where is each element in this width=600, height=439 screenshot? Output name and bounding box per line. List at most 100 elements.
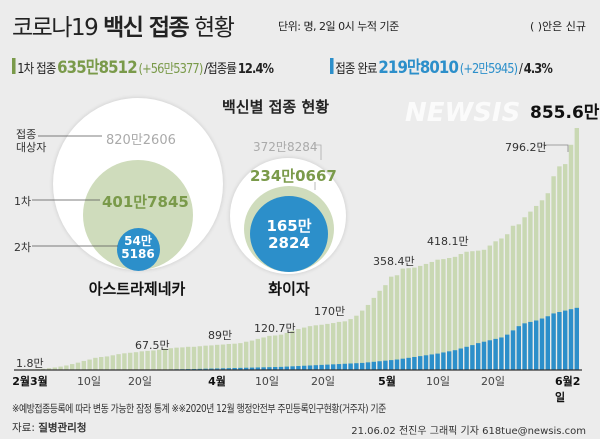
page-title: 코로나19 백신 접종 현황 [12,15,235,41]
bar-first-dose [551,176,556,370]
bar-fully-vaccinated [447,351,452,370]
bar-first-dose [203,345,208,370]
bar-first-dose [354,315,359,370]
bar-first-dose [470,251,475,370]
bar-first-dose [151,350,156,370]
bar-first-dose [110,355,115,370]
bar-fully-vaccinated [244,367,249,370]
rate: 4.3% [523,62,553,77]
x-tick: 20일 [480,375,506,388]
bar-first-dose [41,368,46,370]
bar-fully-vaccinated [551,313,556,370]
bar-fully-vaccinated [365,362,371,370]
x-tick: 5월 [378,375,396,388]
bar-first-dose [377,290,382,370]
az-target-value: 820만2606 [106,133,176,148]
x-tick: 20일 [310,375,336,388]
bar-first-dose [476,250,481,370]
rate: 12.4% [237,62,274,77]
bar-first-dose [400,268,405,370]
x-tick: 10일 [254,375,280,388]
bar-first-dose [99,356,104,370]
bar-fully-vaccinated [510,330,516,370]
bar-fully-vaccinated [505,334,510,370]
bar-fully-vaccinated [267,367,272,370]
bar-first-dose [157,349,162,370]
bar-fully-vaccinated [412,356,417,370]
bar-first-dose [435,259,440,370]
second-dose-summary: 접종 완료 219만8010 (+2만5945) / 4.3% [330,53,553,78]
bar-first-dose [539,200,545,370]
bar-fully-vaccinated [435,353,440,370]
bar-first-dose [522,217,527,370]
bar-first-dose [232,343,237,370]
bar-first-dose [255,338,260,370]
bar-first-dose [215,344,220,370]
bar-first-dose [429,261,434,370]
bar-fully-vaccinated [534,320,539,370]
bar-first-dose [487,245,492,370]
bar-first-dose [93,357,98,370]
pf-name: 화이자 [268,280,310,298]
value: 635만8512 [57,58,137,78]
value: 219만8010 [378,58,458,78]
bar-fully-vaccinated [470,345,475,370]
bar-fully-vaccinated [348,363,353,370]
bar-first-dose [46,368,52,370]
pf-second-circle [250,196,328,272]
bar-first-dose [348,319,353,370]
bar-fully-vaccinated [568,309,574,370]
blue-marker [330,57,334,74]
x-tick: 10일 [425,375,451,388]
bar-first-dose [238,343,243,370]
row-label-target: 접종 대상자 [16,128,47,154]
bar-first-dose [545,193,550,370]
bar-first-dose [87,359,92,370]
bar-fully-vaccinated [249,367,255,370]
bar-fully-vaccinated [458,348,463,370]
bar-first-dose [528,211,533,370]
bar-first-dose [371,297,376,370]
bar-first-dose [394,275,400,370]
bar-fully-vaccinated [313,365,318,370]
bar-fully-vaccinated [278,366,284,370]
bar-first-dose [464,251,469,370]
bar-first-dose [342,321,347,370]
bar-fully-vaccinated [215,368,220,370]
bar-fully-vaccinated [238,367,243,370]
bar-fully-vaccinated [377,361,382,370]
bar-first-dose [423,263,429,370]
bar-first-dose [278,334,284,370]
bar-fully-vaccinated [203,368,208,370]
bar-first-dose [220,344,226,370]
bar-first-dose [389,276,394,370]
bar-first-dose [133,352,139,370]
footnote: ※예방접종등록에 따라 변동 가능한 잠정 통계 ※※2020년 12월 행정안… [12,403,386,415]
bar-first-dose [505,234,510,370]
bar-first-dose [128,352,133,370]
bar-first-dose [116,354,121,370]
bar-first-dose [75,362,81,370]
bar-fully-vaccinated [423,355,429,370]
source: 자료: 질병관리청 [12,422,87,434]
bar-fully-vaccinated [296,366,301,370]
bar-first-dose [406,268,411,370]
bar-fully-vaccinated [284,366,289,370]
annotation-latest: 855.6만 [530,103,600,123]
bar-first-dose [52,367,57,370]
bar-fully-vaccinated [441,352,446,370]
new-value: (+2만5945) [459,62,518,77]
bar-first-dose [319,324,324,370]
bar-fully-vaccinated [360,362,365,370]
bar-fully-vaccinated [336,364,342,370]
bar-fully-vaccinated [406,357,411,370]
bar-first-dose [499,238,504,370]
bar-first-dose [64,365,69,370]
bar-fully-vaccinated [325,364,330,370]
green-marker [12,57,16,74]
bar-first-dose [145,350,150,370]
bar-fully-vaccinated [394,359,400,370]
bar-first-dose [296,328,301,370]
